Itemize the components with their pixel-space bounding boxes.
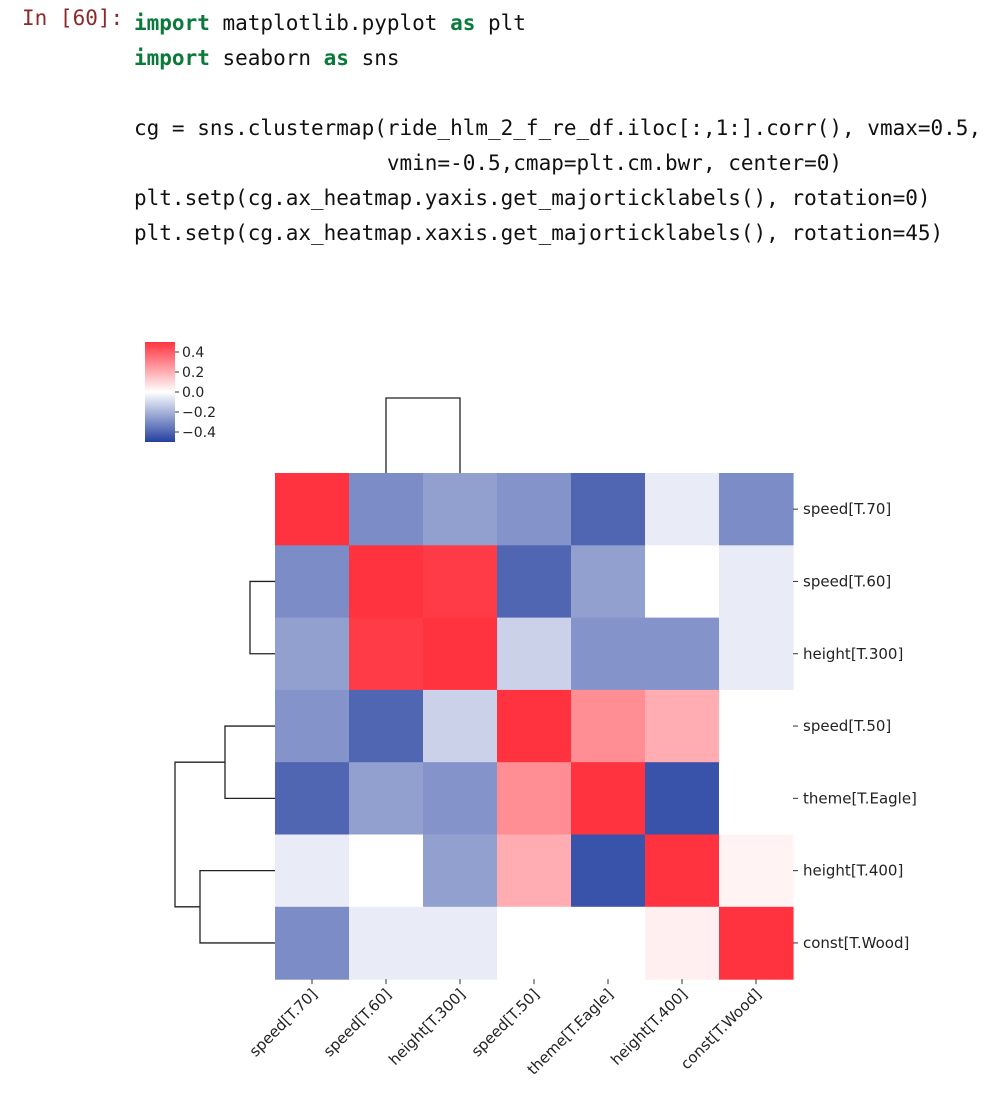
heatmap-cell <box>497 762 572 836</box>
code-text: seaborn <box>209 46 324 70</box>
code-line: cg = sns.clustermap(ride_hlm_2_f_re_df.i… <box>134 116 981 140</box>
y-tick-label: speed[T.60] <box>803 572 891 590</box>
heatmap-cell <box>349 473 424 546</box>
heatmap-cell <box>275 834 350 908</box>
colorbar-tick-label: 0.0 <box>182 385 204 401</box>
heatmap-cell <box>719 906 794 980</box>
heatmap-cell <box>719 834 794 908</box>
heatmap-cell <box>275 473 350 546</box>
code-keyword: as <box>450 11 476 35</box>
heatmap-cell <box>275 617 350 691</box>
heatmap-cell <box>497 834 572 908</box>
heatmap-cell <box>719 689 794 763</box>
colorbar-tick-label: 0.2 <box>182 365 204 381</box>
code-text: cg = sns.clustermap(ride_hlm_2_f_re_df.i… <box>134 116 982 140</box>
heatmap-cell <box>571 473 646 546</box>
heatmap-cell <box>645 617 720 691</box>
heatmap-cell <box>719 617 794 691</box>
clustermap-figure: speed[T.70] speed[T.60] height[T.300] speed… <box>130 330 990 1105</box>
code-text: plt.setp(cg.ax_heatmap.xaxis.get_majorti… <box>134 221 944 245</box>
code-keyword: import <box>134 11 210 35</box>
heatmap-cell <box>423 906 498 980</box>
heatmap-cell <box>349 834 424 908</box>
x-tick-label: speed[T.60] <box>320 985 395 1060</box>
x-tick-label: speed[T.50] <box>468 985 543 1060</box>
x-tick-label: height[T.300] <box>385 985 469 1069</box>
code-line: import matplotlib.pyplot as plt <box>134 11 526 35</box>
x-tick-label: speed[T.70] <box>246 985 321 1060</box>
y-tick-label: speed[T.70] <box>803 500 891 518</box>
heatmap-cell <box>349 689 424 763</box>
heatmap-cell <box>497 906 572 980</box>
heatmap-cell <box>423 689 498 763</box>
heatmap-cell <box>497 545 572 619</box>
heatmap-cell <box>423 545 498 619</box>
heatmap-cell <box>645 545 720 619</box>
row-dendrogram-link <box>224 725 275 799</box>
heatmap-cell <box>497 617 572 691</box>
heatmap-cell <box>645 689 720 763</box>
heatmap-cell <box>349 762 424 836</box>
heatmap-cell <box>571 545 646 619</box>
heatmap-cell <box>719 545 794 619</box>
row-dendrogram-link <box>249 580 275 655</box>
code-text: matplotlib.pyplot <box>209 11 451 35</box>
heatmap-cell <box>645 473 720 546</box>
colorbar-tick-label: −0.2 <box>182 405 216 421</box>
colorbar-tick-label: 0.4 <box>182 345 204 361</box>
heatmap-cell <box>349 617 424 691</box>
code-keyword: as <box>323 46 349 70</box>
code-text: plt.setp(cg.ax_heatmap.yaxis.get_majorti… <box>134 186 931 210</box>
row-dendrogram-link <box>199 870 275 944</box>
code-line: plt.setp(cg.ax_heatmap.yaxis.get_majorti… <box>134 186 931 210</box>
heatmap-cell <box>497 689 572 763</box>
heatmap-cell <box>571 762 646 836</box>
heatmap-cell <box>719 473 794 546</box>
heatmap-cell <box>645 906 720 980</box>
colorbar <box>145 342 175 442</box>
heatmap-cell <box>571 689 646 763</box>
x-tick-label: height[T.400] <box>607 985 691 1069</box>
y-tick-label: const[T.Wood] <box>803 934 909 952</box>
heatmap-cell <box>423 762 498 836</box>
heatmap-cell <box>423 834 498 908</box>
heatmap-cell <box>645 834 720 908</box>
heatmap-cell <box>275 762 350 836</box>
heatmap-cell <box>275 689 350 763</box>
heatmap-cell <box>645 762 720 836</box>
y-tick-label: theme[T.Eagle] <box>803 789 917 807</box>
heatmap-cell <box>423 473 498 546</box>
heatmap-cell <box>275 545 350 619</box>
y-tick-label: speed[T.50] <box>803 717 891 735</box>
code-line: plt.setp(cg.ax_heatmap.xaxis.get_majorti… <box>134 221 943 245</box>
heatmap-cell <box>423 617 498 691</box>
code-input[interactable]: import matplotlib.pyplot as plt import s… <box>134 6 981 251</box>
clustermap-svg: speed[T.70]speed[T.60]height[T.300]speed… <box>145 342 917 1078</box>
heatmap-cell <box>571 617 646 691</box>
heatmap-cell <box>497 473 572 546</box>
code-line: vmin=-0.5,cmap=plt.cm.bwr, center=0) <box>134 151 842 175</box>
heatmap-cell <box>719 762 794 836</box>
heatmap-cell <box>571 834 646 908</box>
code-text: vmin=-0.5,cmap=plt.cm.bwr, center=0) <box>134 151 843 175</box>
code-line: import seaborn as sns <box>134 46 400 70</box>
input-prompt: In [60]: <box>22 6 124 30</box>
code-text: sns <box>348 46 400 70</box>
heatmap-cell <box>349 906 424 980</box>
row-dendrogram-link <box>174 761 225 908</box>
heatmap-cell <box>275 906 350 980</box>
y-tick-label: height[T.400] <box>803 862 903 880</box>
code-keyword: import <box>134 46 210 70</box>
heatmap-cell <box>571 906 646 980</box>
col-dendrogram-link <box>385 397 461 473</box>
code-text: plt <box>475 11 526 35</box>
y-tick-label: height[T.300] <box>803 645 903 663</box>
heatmap-cell <box>349 545 424 619</box>
colorbar-tick-label: −0.4 <box>182 425 216 441</box>
